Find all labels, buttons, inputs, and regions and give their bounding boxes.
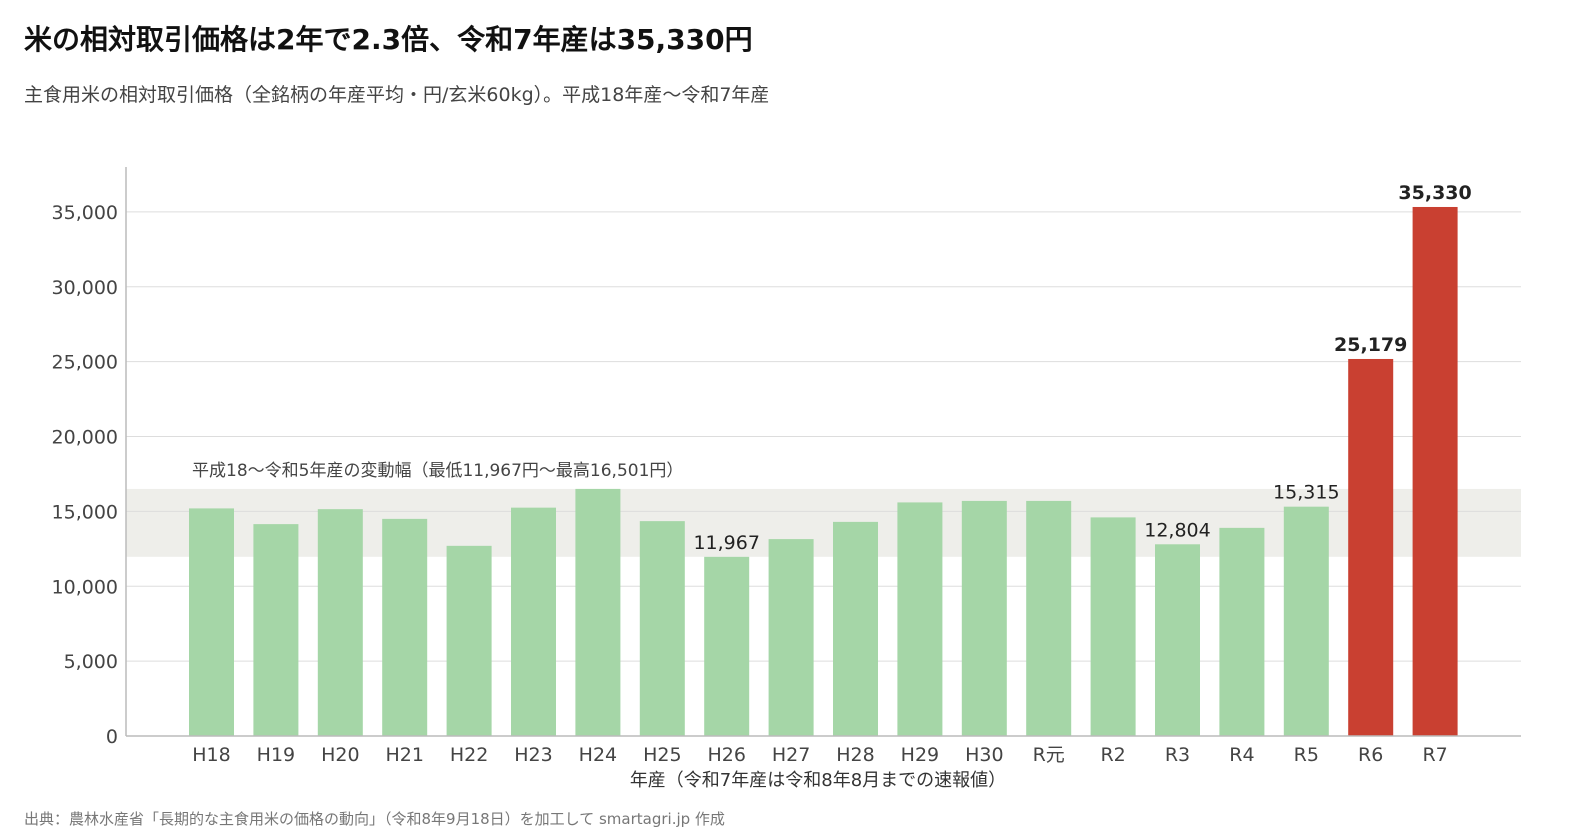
bar-H28	[833, 521, 878, 736]
y-tick-label: 0	[106, 726, 118, 748]
y-tick-label: 30,000	[52, 277, 118, 299]
data-label: 11,967	[693, 532, 759, 554]
data-label: 12,804	[1144, 519, 1210, 541]
chart-title: 米の相対取引価格は2年で2.3倍、令和7年産は35,330円	[24, 23, 753, 56]
bar-H23	[511, 507, 556, 736]
bar-R元	[1026, 500, 1072, 736]
bar-R7	[1412, 206, 1458, 736]
x-tick-label: R7	[1422, 744, 1447, 766]
x-tick-label: R3	[1165, 744, 1190, 766]
data-label: 35,330	[1398, 182, 1471, 204]
chart-subtitle: 主食用米の相対取引価格（全銘柄の年産平均・円/玄米60kg）。平成18年産〜令和…	[24, 84, 770, 106]
x-tick-label: H26	[707, 744, 745, 766]
bar-H24	[575, 488, 621, 736]
x-tick-label: H29	[901, 744, 939, 766]
x-tick-label: R元	[1033, 744, 1065, 766]
x-tick-label: H27	[772, 744, 810, 766]
x-tick-label: H20	[321, 744, 359, 766]
bar-H30	[961, 500, 1007, 736]
range-band-label: 平成18〜令和5年産の変動幅（最低11,967円〜最高16,501円）	[192, 461, 683, 481]
bar-R4	[1219, 527, 1265, 736]
x-tick-label: R5	[1294, 744, 1319, 766]
x-tick-label: H25	[643, 744, 681, 766]
y-tick-label: 20,000	[52, 427, 118, 449]
bar-H27	[768, 539, 814, 736]
bar-H20	[317, 509, 363, 736]
y-tick-label: 35,000	[52, 202, 118, 224]
bar-R3	[1155, 544, 1200, 736]
x-tick-label: H19	[257, 744, 295, 766]
bar-H29	[897, 502, 943, 736]
bar-H26	[704, 556, 750, 736]
bar-R6	[1348, 358, 1394, 736]
x-tick-label: R4	[1229, 744, 1254, 766]
bar-H25	[639, 521, 685, 736]
x-tick-label: H23	[514, 744, 552, 766]
x-tick-label: H30	[965, 744, 1003, 766]
x-tick-label: H18	[192, 744, 230, 766]
x-axis-title: 年産（令和7年産は令和8年8月までの速報値）	[630, 770, 1006, 791]
bar-H19	[253, 524, 299, 736]
x-tick-label: H21	[385, 744, 423, 766]
x-tick-label: H28	[836, 744, 874, 766]
y-tick-label: 25,000	[52, 352, 118, 374]
bar-H22	[446, 545, 492, 736]
y-tick-label: 10,000	[52, 576, 118, 598]
x-tick-label: R6	[1358, 744, 1383, 766]
bar-H21	[382, 518, 428, 736]
x-tick-label: H22	[450, 744, 488, 766]
data-label: 15,315	[1273, 482, 1339, 504]
bar-R5	[1283, 506, 1329, 736]
x-tick-label: H24	[579, 744, 617, 766]
y-tick-label: 5,000	[64, 651, 118, 673]
data-label: 25,179	[1334, 334, 1407, 356]
bar-H18	[189, 508, 234, 736]
source-note: 出典：農林水産省「長期的な主食用米の価格の動向」（令和8年9月18日）を加工して…	[24, 810, 725, 828]
bar-R2	[1090, 517, 1136, 736]
x-tick-label: R2	[1100, 744, 1125, 766]
y-tick-label: 15,000	[52, 501, 118, 523]
